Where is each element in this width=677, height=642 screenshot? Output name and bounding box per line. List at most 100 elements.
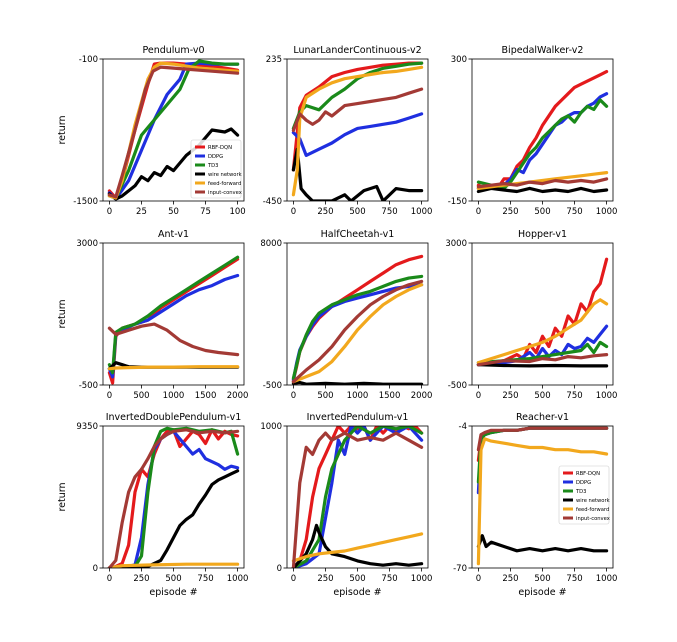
chart-title: Pendulum-v0 xyxy=(142,45,204,56)
x-tick-label: 100 xyxy=(229,207,245,217)
legend-label-input-convex: input-convex xyxy=(208,190,242,196)
panel-invertedpendulum-v1: 0 250 500 750 1000 0 1000 InvertedPendulum-v1 ep… xyxy=(260,412,432,598)
y-tick-label: -450 xyxy=(263,197,282,207)
series-line-input-convex xyxy=(107,428,240,568)
legend-label-wire-network: wire network xyxy=(208,172,242,178)
y-tick-label: 0 xyxy=(93,564,98,574)
legend: RBF-DQN DDPG TD3 wire network feed-forward in… xyxy=(190,139,242,199)
legend-label-wire-network: wire network xyxy=(576,498,610,504)
series-line-wire-network xyxy=(107,127,240,201)
x-axis-label: episode # xyxy=(333,587,381,598)
y-tick-label: 0 xyxy=(277,564,282,574)
x-tick-label: 1000 xyxy=(411,207,433,217)
panel-lunarlandercontinuous-v2: 0 250 500 750 1000 -450 235 LunarLanderContinuo… xyxy=(263,45,433,217)
series-line-wire-network xyxy=(476,363,609,368)
series-line-wire-network xyxy=(291,523,424,568)
x-tick-label: 500 xyxy=(317,391,333,401)
y-tick-label: -500 xyxy=(263,381,282,391)
x-tick-label: 500 xyxy=(534,207,550,217)
x-tick-label: 250 xyxy=(502,574,518,584)
x-tick-label: 1000 xyxy=(596,207,618,217)
x-tick-label: 0 xyxy=(291,207,296,217)
series-line-input-convex xyxy=(291,87,424,133)
x-tick-label: 500 xyxy=(349,574,365,584)
x-tick-label: 250 xyxy=(317,574,333,584)
chart-title: InvertedDoublePendulum-v1 xyxy=(106,412,242,423)
y-axis-label: return xyxy=(57,115,68,144)
series-line-input-convex xyxy=(476,426,609,452)
x-tick-label: 1000 xyxy=(596,391,618,401)
series-line-input-convex xyxy=(107,322,240,357)
chart-title: InvertedPendulum-v1 xyxy=(307,412,409,423)
y-tick-label: 3000 xyxy=(445,239,467,249)
series-line-td3 xyxy=(107,255,240,375)
panel-bipedalwalker-v2-lines xyxy=(476,70,609,194)
series-line-rbf-dqn xyxy=(476,426,609,462)
legend-label-input-convex: input-convex xyxy=(576,516,610,522)
panel-hopper-v1: 0 250 500 750 1000 -500 3000 Hopper-v1 xyxy=(445,229,617,401)
series-line-wire-network xyxy=(107,469,240,568)
legend-label-td3: TD3 xyxy=(575,489,586,495)
series-line-rbf-dqn xyxy=(476,70,609,190)
panel-pendulum-v0: 0 25 50 75 100 -1500 -100 Pendulum-v0 return RBF-… xyxy=(57,45,246,217)
legend-label-feed-forward: feed-forward xyxy=(576,507,609,513)
y-tick-label: -500 xyxy=(448,381,467,391)
series-line-feed-forward xyxy=(107,562,240,568)
series-line-feed-forward xyxy=(107,365,240,371)
x-tick-label: 1000 xyxy=(596,574,618,584)
x-tick-label: 750 xyxy=(381,574,397,584)
plot-frame xyxy=(286,242,429,386)
x-tick-label: 500 xyxy=(349,207,365,217)
x-tick-label: 1000 xyxy=(163,391,185,401)
x-tick-label: 0 xyxy=(107,391,112,401)
x-tick-label: 0 xyxy=(476,207,481,217)
chart-title: Reacher-v1 xyxy=(516,412,569,423)
x-tick-label: 250 xyxy=(502,391,518,401)
y-axis-label: return xyxy=(57,299,68,328)
series-line-feed-forward xyxy=(476,437,609,566)
legend-label-feed-forward: feed-forward xyxy=(208,181,241,187)
y-tick-label: -1500 xyxy=(73,197,98,207)
chart-title: HalfCheetah-v1 xyxy=(321,229,395,240)
x-tick-label: 75 xyxy=(200,207,211,217)
x-tick-label: 0 xyxy=(107,207,112,217)
series-line-input-convex xyxy=(107,65,240,199)
x-tick-label: 250 xyxy=(133,574,149,584)
series-line-input-convex xyxy=(476,353,609,367)
x-tick-label: 500 xyxy=(534,574,550,584)
panel-invertedpendulum-v1-lines xyxy=(291,426,424,568)
x-tick-label: 1000 xyxy=(227,574,249,584)
legend-label-ddpg: DDPG xyxy=(208,154,223,160)
series-line-wire-network xyxy=(291,147,424,201)
legend: RBF-DQN DDPG TD3 wire network feed-forward in… xyxy=(558,465,610,525)
chart-title: Ant-v1 xyxy=(158,229,189,240)
panel-ant-v1: 0 500 1000 1500 2000 -500 3000 Ant-v1 return xyxy=(57,229,248,401)
panel-halfcheetah-v1: 0 500 1000 1500 2000 -500 8000 HalfCheetah-v1 xyxy=(260,229,432,401)
legend-label-td3: TD3 xyxy=(207,163,218,169)
x-tick-label: 0 xyxy=(291,574,296,584)
series-line-feed-forward xyxy=(291,65,424,197)
panel-ant-v1-lines xyxy=(107,255,240,385)
x-tick-label: 1500 xyxy=(195,391,217,401)
series-line-td3 xyxy=(476,98,609,190)
x-tick-label: 0 xyxy=(476,391,481,401)
series-line-wire-network xyxy=(476,186,609,194)
x-tick-label: 2000 xyxy=(227,391,249,401)
panel-pendulum-v0-lines xyxy=(107,59,240,201)
panel-inverteddoublependulum-v1-lines xyxy=(107,426,240,568)
x-tick-label: 750 xyxy=(381,207,397,217)
x-axis-label: episode # xyxy=(149,587,197,598)
series-line-td3 xyxy=(291,61,424,130)
panel-halfcheetah-v1-lines xyxy=(291,254,424,385)
x-tick-label: 250 xyxy=(317,207,333,217)
y-tick-label: 9350 xyxy=(76,422,98,432)
y-tick-label: 235 xyxy=(266,55,282,65)
series-line-td3 xyxy=(107,59,240,200)
x-tick-label: 0 xyxy=(291,391,296,401)
y-tick-label: 300 xyxy=(451,55,467,65)
x-tick-label: 500 xyxy=(534,391,550,401)
chart-title: Hopper-v1 xyxy=(518,229,567,240)
chart-title: LunarLanderContinuous-v2 xyxy=(293,45,421,56)
y-tick-label: -500 xyxy=(79,381,98,391)
